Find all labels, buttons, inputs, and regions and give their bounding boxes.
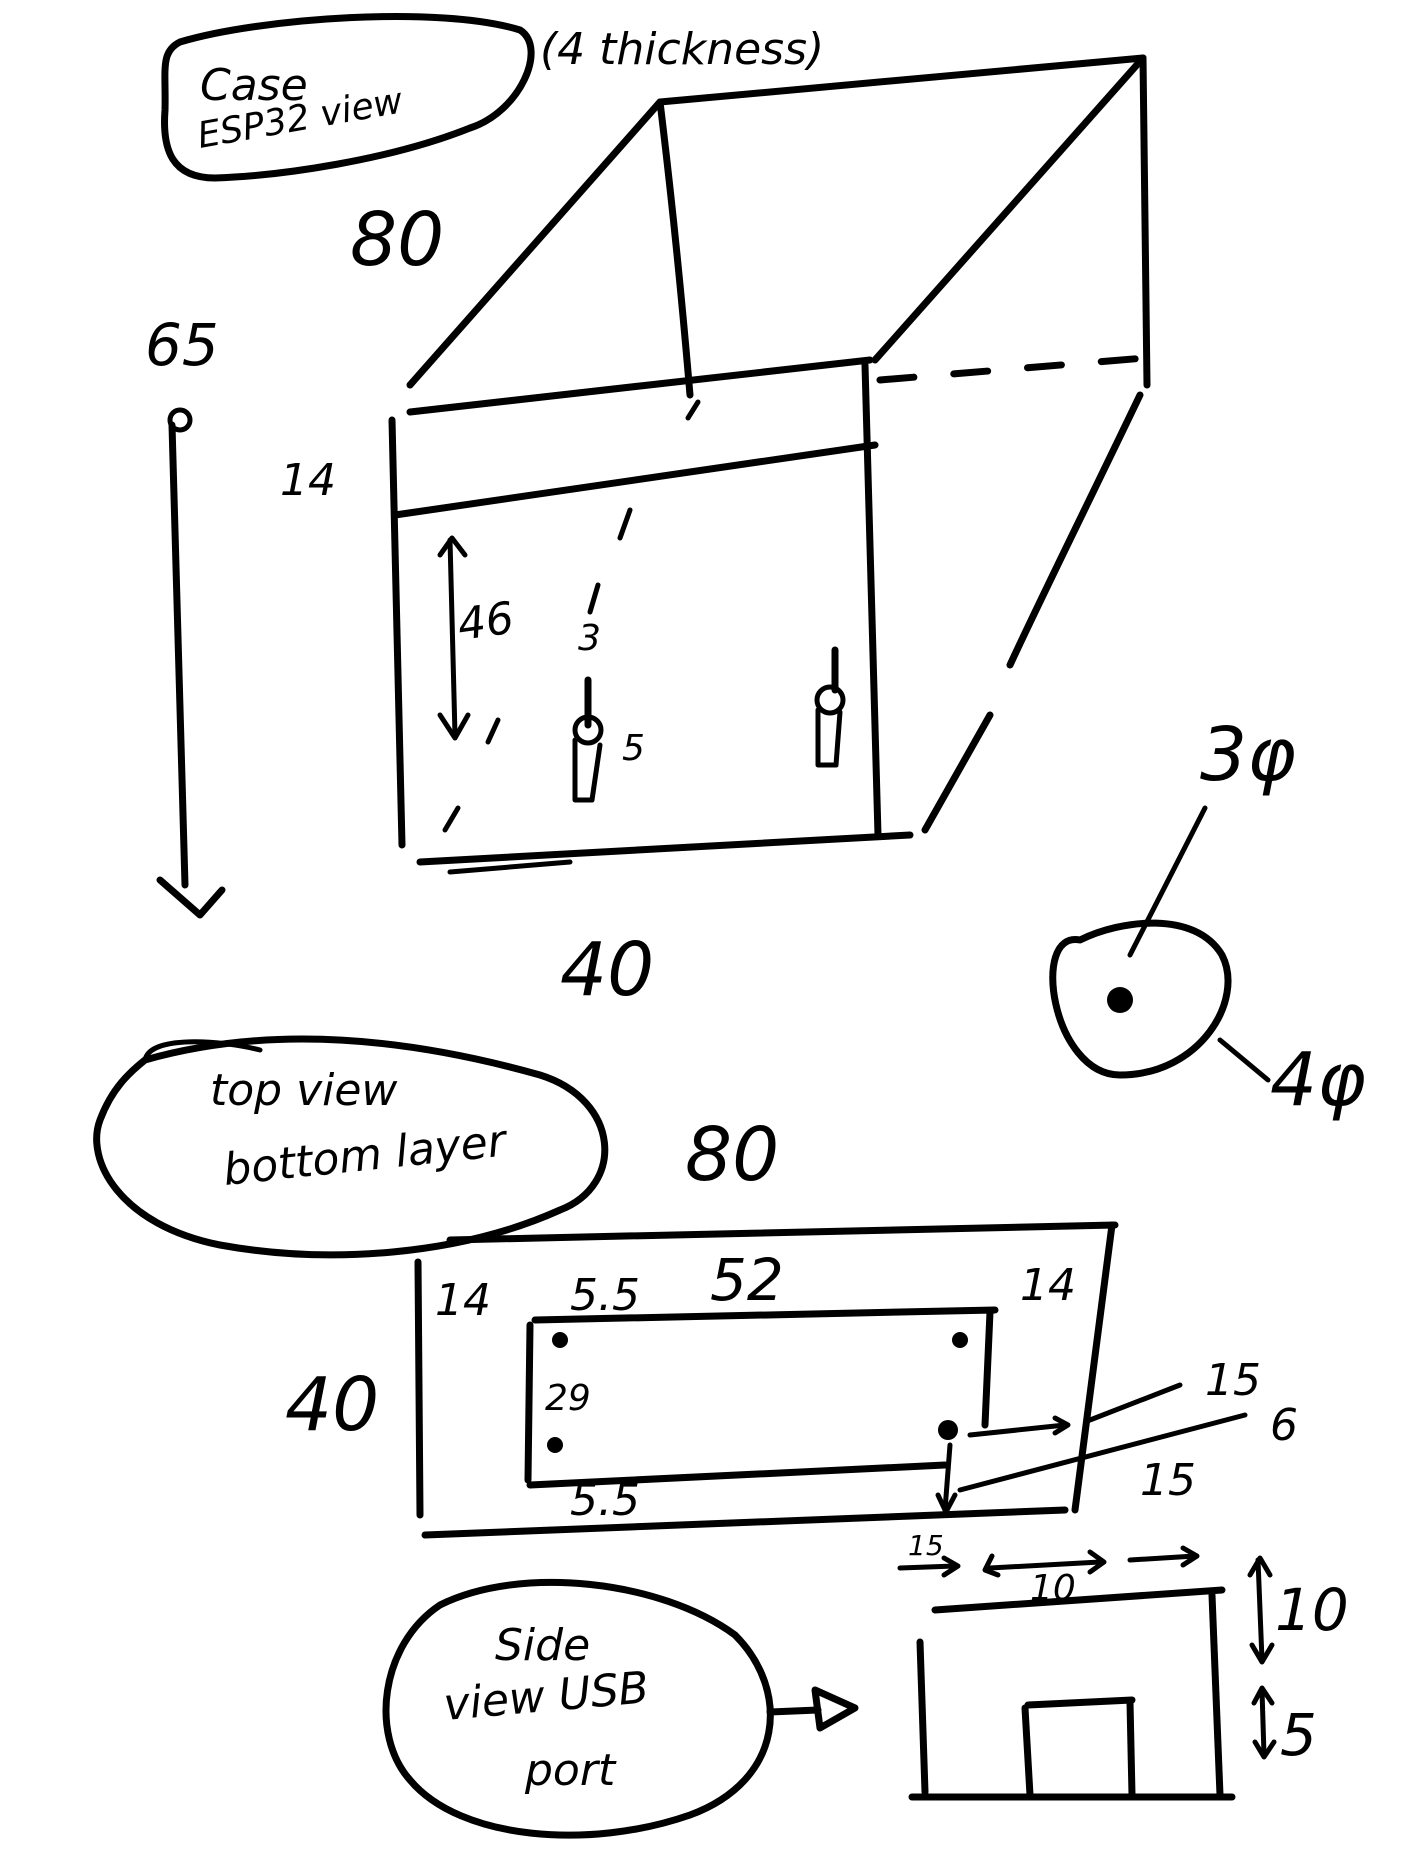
case-box-drawing: [388, 54, 1151, 875]
right-b-label: 6: [1270, 1400, 1298, 1451]
top-width-label: 40: [285, 1362, 379, 1448]
top-band-label: 14: [280, 455, 336, 506]
right-a-label: 15: [1205, 1355, 1261, 1406]
side-view-title: Side: [495, 1620, 590, 1671]
top-offset-label: 5.5: [570, 1270, 640, 1321]
side-view-pointer-arrow: [766, 1686, 859, 1732]
top-view-outline: [414, 1221, 1119, 1539]
seg-left-label: 15: [908, 1529, 944, 1562]
top-view-subtitle: bottom layer: [221, 1115, 511, 1196]
post-top-label: 3: [578, 618, 601, 659]
side-view-subtitle-2: port: [524, 1745, 617, 1796]
usb-port-side-view: [908, 1586, 1236, 1801]
left-margin-label: 14: [435, 1275, 491, 1326]
hole-outer-label: 4φ: [1270, 1037, 1366, 1123]
lower-height-label: 5: [1280, 1701, 1317, 1769]
right-margin-label: 14: [1020, 1260, 1076, 1311]
top-view-title: top view: [210, 1065, 398, 1116]
height-dimension-arrow: [156, 407, 226, 919]
seg-right-label: 15: [1140, 1455, 1196, 1506]
upper-height-label: 10: [1275, 1576, 1349, 1644]
inner-height-label: 46: [454, 593, 517, 651]
side-view-dimension-arrows: [897, 1545, 1277, 1760]
top-view-callout: top view bottom layer: [93, 1035, 609, 1259]
top-view-dimension-lines: [935, 1382, 1248, 1515]
inner-height-arrow: [437, 535, 471, 741]
mounting-hole-detail: [1049, 805, 1271, 1083]
case-view-callout: Case ESP32 view: [161, 12, 535, 182]
top-length-label: 80: [685, 1112, 779, 1198]
post-bottom-label: 5: [622, 728, 645, 769]
seg-mid-label: 10: [1030, 1568, 1076, 1609]
board-width-label: 29: [545, 1378, 591, 1419]
side-view-subtitle: view USB: [442, 1662, 651, 1731]
side-view-callout: Side view USB port: [382, 1578, 774, 1839]
total-height-label: 65: [145, 311, 219, 379]
board-outline: [524, 1306, 999, 1489]
depth-label: 80: [350, 197, 444, 283]
board-length-label: 52: [710, 1246, 784, 1314]
hole-inner-label: 3φ: [1200, 712, 1296, 798]
width-label: 40: [560, 927, 654, 1013]
case-view-title: Case: [200, 60, 308, 111]
thickness-note: (4 thickness): [540, 24, 824, 75]
